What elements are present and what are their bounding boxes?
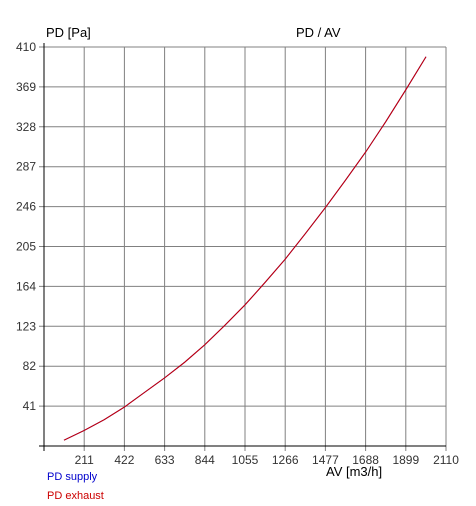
x-tick-label: 211 xyxy=(75,453,94,467)
y-tick-label: 82 xyxy=(23,359,37,373)
x-tick-label: 1266 xyxy=(272,453,299,467)
y-tick-label: 246 xyxy=(16,200,36,214)
chart-title: PD / AV xyxy=(296,25,341,40)
x-tick-label: 1688 xyxy=(352,453,379,467)
x-tick-label: 844 xyxy=(195,453,215,467)
y-tick-label: 164 xyxy=(16,279,36,293)
axes xyxy=(39,43,446,451)
grid xyxy=(39,46,447,451)
y-tick-label: 369 xyxy=(16,80,36,94)
x-tick-label: 1055 xyxy=(232,453,259,467)
x-tick-label: 422 xyxy=(114,453,134,467)
y-tick-label: 205 xyxy=(16,240,36,254)
y-tick-label: 287 xyxy=(16,160,36,174)
x-axis-label: AV [m3/h] xyxy=(326,464,382,479)
x-tick-label: 1899 xyxy=(392,453,419,467)
y-tick-label: 410 xyxy=(16,40,36,54)
series-lines xyxy=(63,56,427,441)
y-axis-label: PD [Pa] xyxy=(46,25,91,40)
y-tick-label: 41 xyxy=(23,399,37,413)
y-tick-label: 328 xyxy=(16,120,36,134)
legend-item-exhaust: PD exhaust xyxy=(47,490,104,502)
y-tick-label: 123 xyxy=(16,319,36,333)
legend-item-supply: PD supply xyxy=(47,471,98,483)
x-tick-label: 1477 xyxy=(312,453,339,467)
x-tick-label: 2110 xyxy=(433,453,459,467)
tick-labels: 211 422 633 844 1055 1266 1477 1688 1899 2110 41 82… xyxy=(16,40,459,467)
x-tick-label: 633 xyxy=(155,453,175,467)
series-line-exhaust xyxy=(63,56,427,441)
